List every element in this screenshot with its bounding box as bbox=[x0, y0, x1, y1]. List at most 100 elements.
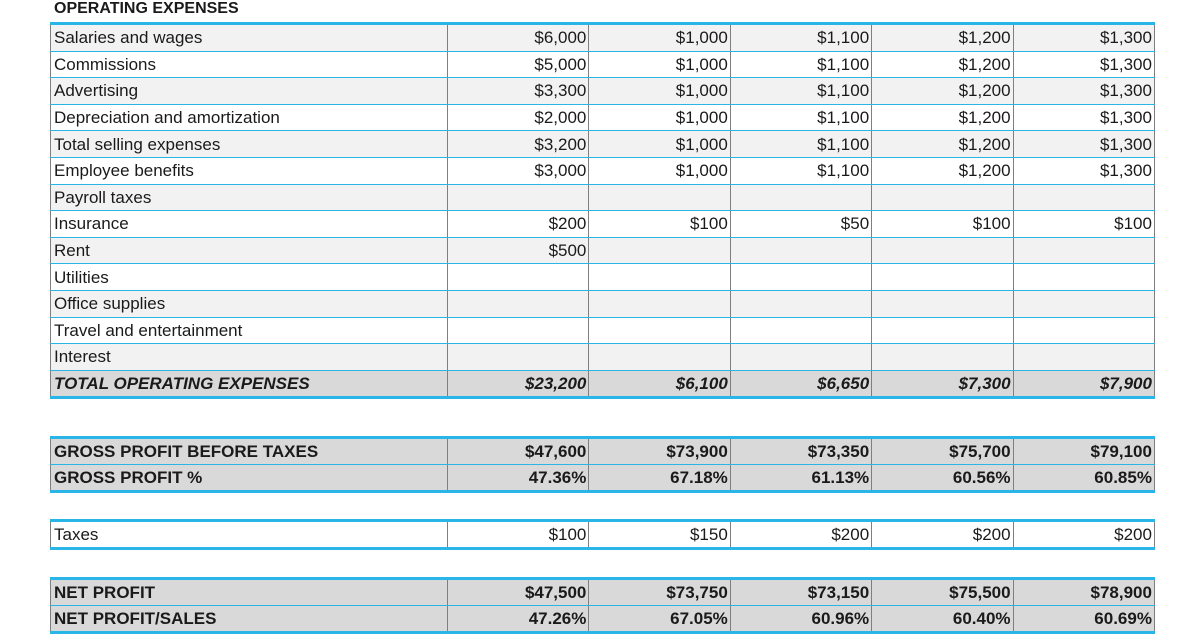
cell[interactable]: $75,700 bbox=[871, 437, 1014, 465]
cell[interactable]: $1,000 bbox=[588, 23, 731, 52]
cell[interactable]: $3,300 bbox=[446, 77, 590, 105]
cell[interactable]: $200 bbox=[871, 520, 1014, 549]
cell[interactable] bbox=[871, 183, 1014, 212]
cell[interactable]: $7,300 bbox=[871, 369, 1014, 399]
cell[interactable]: $500 bbox=[446, 236, 590, 265]
cell[interactable]: $150 bbox=[588, 520, 731, 549]
cell[interactable] bbox=[446, 343, 590, 371]
cell[interactable]: $1,300 bbox=[1012, 130, 1155, 158]
cell[interactable]: $1,300 bbox=[1012, 77, 1155, 105]
cell[interactable] bbox=[1012, 263, 1155, 291]
cell[interactable] bbox=[729, 263, 873, 291]
cell[interactable]: $6,650 bbox=[729, 369, 873, 399]
cell[interactable]: 61.13% bbox=[729, 464, 873, 492]
cell[interactable]: $6,100 bbox=[588, 369, 731, 399]
cell[interactable]: $3,000 bbox=[446, 156, 590, 185]
cell[interactable]: $1,200 bbox=[871, 77, 1014, 105]
row-label[interactable]: Interest bbox=[50, 343, 448, 371]
cell[interactable]: $200 bbox=[1012, 520, 1155, 549]
cell[interactable]: $1,300 bbox=[1012, 50, 1155, 79]
cell[interactable]: $73,350 bbox=[729, 437, 873, 465]
cell[interactable]: $50 bbox=[729, 210, 873, 238]
cell[interactable]: $1,200 bbox=[871, 50, 1014, 79]
cell[interactable] bbox=[871, 236, 1014, 265]
cell[interactable]: 60.56% bbox=[871, 464, 1014, 492]
cell[interactable] bbox=[1012, 236, 1155, 265]
cell[interactable]: $1,100 bbox=[729, 130, 873, 158]
cell[interactable]: $7,900 bbox=[1012, 369, 1155, 399]
row-label[interactable]: GROSS PROFIT BEFORE TAXES bbox=[50, 437, 448, 465]
cell[interactable]: $1,300 bbox=[1012, 156, 1155, 185]
row-label[interactable]: Depreciation and amortization bbox=[50, 103, 448, 132]
cell[interactable]: $1,100 bbox=[729, 77, 873, 105]
row-label[interactable]: Insurance bbox=[50, 210, 448, 238]
cell[interactable]: 47.36% bbox=[446, 464, 590, 492]
row-label[interactable]: Taxes bbox=[50, 520, 448, 549]
cell[interactable]: $200 bbox=[729, 520, 873, 549]
cell[interactable]: $1,200 bbox=[871, 103, 1014, 132]
cell[interactable]: $100 bbox=[446, 520, 590, 549]
cell[interactable]: 60.96% bbox=[729, 605, 873, 633]
row-label[interactable]: TOTAL OPERATING EXPENSES bbox=[50, 369, 448, 399]
cell[interactable] bbox=[446, 263, 590, 291]
cell[interactable] bbox=[729, 343, 873, 371]
row-label[interactable]: Employee benefits bbox=[50, 156, 448, 185]
cell[interactable] bbox=[871, 316, 1014, 345]
cell[interactable]: 67.05% bbox=[588, 605, 731, 633]
cell[interactable]: 60.40% bbox=[871, 605, 1014, 633]
cell[interactable] bbox=[588, 183, 731, 212]
row-label[interactable]: Rent bbox=[50, 236, 448, 265]
cell[interactable]: $1,300 bbox=[1012, 23, 1155, 52]
cell[interactable] bbox=[446, 183, 590, 212]
cell[interactable]: $1,100 bbox=[729, 103, 873, 132]
cell[interactable] bbox=[729, 236, 873, 265]
cell[interactable]: $1,300 bbox=[1012, 103, 1155, 132]
cell[interactable]: $23,200 bbox=[446, 369, 590, 399]
cell[interactable]: $1,200 bbox=[871, 156, 1014, 185]
cell[interactable]: 60.85% bbox=[1012, 464, 1155, 492]
cell[interactable] bbox=[729, 183, 873, 212]
row-label[interactable]: Office supplies bbox=[50, 289, 448, 318]
cell[interactable]: $100 bbox=[588, 210, 731, 238]
row-label[interactable]: Salaries and wages bbox=[50, 23, 448, 52]
cell[interactable]: $73,900 bbox=[588, 437, 731, 465]
cell[interactable]: $6,000 bbox=[446, 23, 590, 52]
row-label[interactable]: Total selling expenses bbox=[50, 130, 448, 158]
cell[interactable]: $1,100 bbox=[729, 23, 873, 52]
cell[interactable] bbox=[1012, 289, 1155, 318]
row-label[interactable]: NET PROFIT/SALES bbox=[50, 605, 448, 633]
cell[interactable]: $100 bbox=[871, 210, 1014, 238]
cell[interactable]: $200 bbox=[446, 210, 590, 238]
cell[interactable]: $47,600 bbox=[446, 437, 590, 465]
cell[interactable]: $1,000 bbox=[588, 103, 731, 132]
row-label[interactable]: Payroll taxes bbox=[50, 183, 448, 212]
cell[interactable]: $75,500 bbox=[871, 578, 1014, 606]
row-label[interactable]: Commissions bbox=[50, 50, 448, 79]
cell[interactable] bbox=[588, 343, 731, 371]
cell[interactable] bbox=[729, 316, 873, 345]
row-label[interactable]: GROSS PROFIT % bbox=[50, 464, 448, 492]
row-label[interactable]: Advertising bbox=[50, 77, 448, 105]
cell[interactable] bbox=[871, 343, 1014, 371]
cell[interactable] bbox=[729, 289, 873, 318]
cell[interactable] bbox=[588, 289, 731, 318]
cell[interactable]: $1,200 bbox=[871, 130, 1014, 158]
row-label[interactable]: Travel and entertainment bbox=[50, 316, 448, 345]
cell[interactable]: $78,900 bbox=[1012, 578, 1155, 606]
row-label[interactable]: Utilities bbox=[50, 263, 448, 291]
cell[interactable] bbox=[871, 289, 1014, 318]
cell[interactable]: $3,200 bbox=[446, 130, 590, 158]
cell[interactable]: $1,000 bbox=[588, 50, 731, 79]
cell[interactable] bbox=[1012, 183, 1155, 212]
cell[interactable]: $47,500 bbox=[446, 578, 590, 606]
cell[interactable]: $73,750 bbox=[588, 578, 731, 606]
cell[interactable]: $1,100 bbox=[729, 50, 873, 79]
cell[interactable] bbox=[588, 316, 731, 345]
cell[interactable]: 60.69% bbox=[1012, 605, 1155, 633]
cell[interactable]: $5,000 bbox=[446, 50, 590, 79]
cell[interactable] bbox=[1012, 316, 1155, 345]
row-label[interactable]: NET PROFIT bbox=[50, 578, 448, 606]
cell[interactable] bbox=[588, 263, 731, 291]
cell[interactable]: $73,150 bbox=[729, 578, 873, 606]
cell[interactable]: 67.18% bbox=[588, 464, 731, 492]
